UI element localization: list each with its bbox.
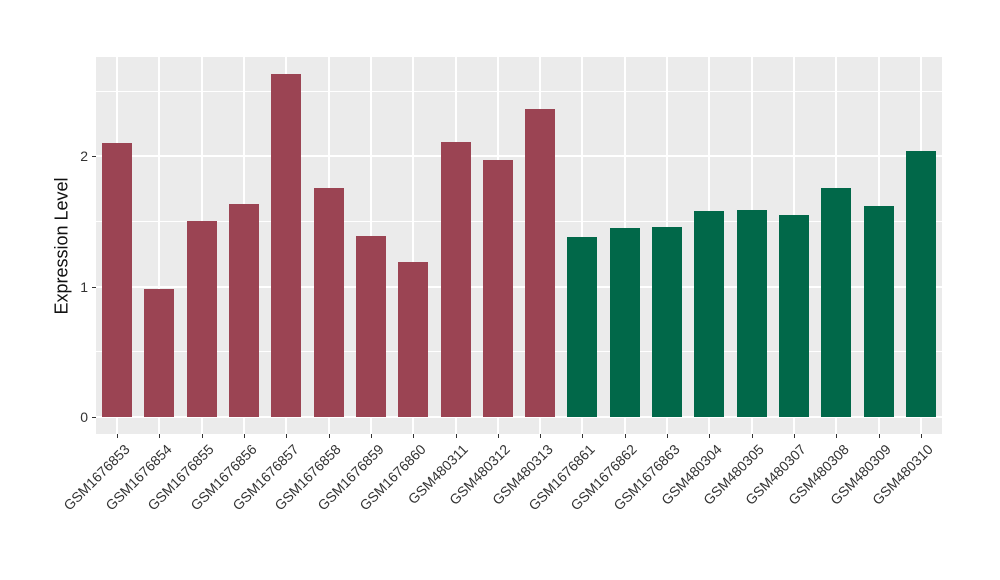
bar-GSM1676858 [313,187,344,417]
bar-GSM480305 [736,209,767,417]
y-tick-label-0: 0 [80,408,88,425]
gridline-vertical [158,57,161,434]
bar-GSM1676854 [144,289,175,417]
y-tick-mark [92,416,96,418]
gridline-vertical [412,57,415,434]
bar-GSM480307 [778,214,809,417]
bar-GSM480310 [905,151,936,417]
bar-GSM480304 [694,210,725,417]
bar-GSM1676862 [609,227,640,417]
gridline-major [96,285,942,288]
y-tick-label-2: 2 [80,148,88,165]
x-tick-mark [878,434,880,438]
gridline-minor [96,220,942,222]
x-tick-mark [667,434,669,438]
x-tick-mark [159,434,161,438]
x-tick-mark [286,434,288,438]
gridline-major [96,155,942,158]
x-tick-mark [117,434,119,438]
bar-GSM480308 [821,187,852,417]
bar-GSM480309 [863,205,894,417]
y-tick-label-1: 1 [80,278,88,295]
bar-GSM1676856 [229,204,260,417]
x-tick-mark [370,434,372,438]
bar-GSM1676857 [271,74,302,417]
x-tick-mark [582,434,584,438]
y-tick-mark [92,286,96,288]
x-tick-mark [751,434,753,438]
x-tick-mark [920,434,922,438]
x-tick-mark [244,434,246,438]
x-tick-mark [455,434,457,438]
x-tick-mark [793,434,795,438]
bar-GSM1676855 [186,221,217,417]
bar-GSM480313 [525,109,556,417]
bar-GSM1676860 [398,261,429,417]
x-tick-mark [328,434,330,438]
bar-GSM1676861 [567,237,598,417]
gridline-minor [96,351,942,353]
gridline-major [96,415,942,418]
x-tick-mark [836,434,838,438]
x-tick-mark [709,434,711,438]
bar-GSM1676863 [652,226,683,417]
bar-GSM1676853 [102,143,133,417]
gridline-minor [96,90,942,92]
x-tick-mark [540,434,542,438]
x-tick-mark [624,434,626,438]
x-tick-mark [413,434,415,438]
x-tick-mark [201,434,203,438]
bar-GSM480311 [440,141,471,417]
bar-GSM1676859 [355,235,386,417]
y-tick-mark [92,156,96,158]
plot-panel [96,57,942,434]
bar-GSM480312 [482,160,513,417]
x-tick-mark [497,434,499,438]
